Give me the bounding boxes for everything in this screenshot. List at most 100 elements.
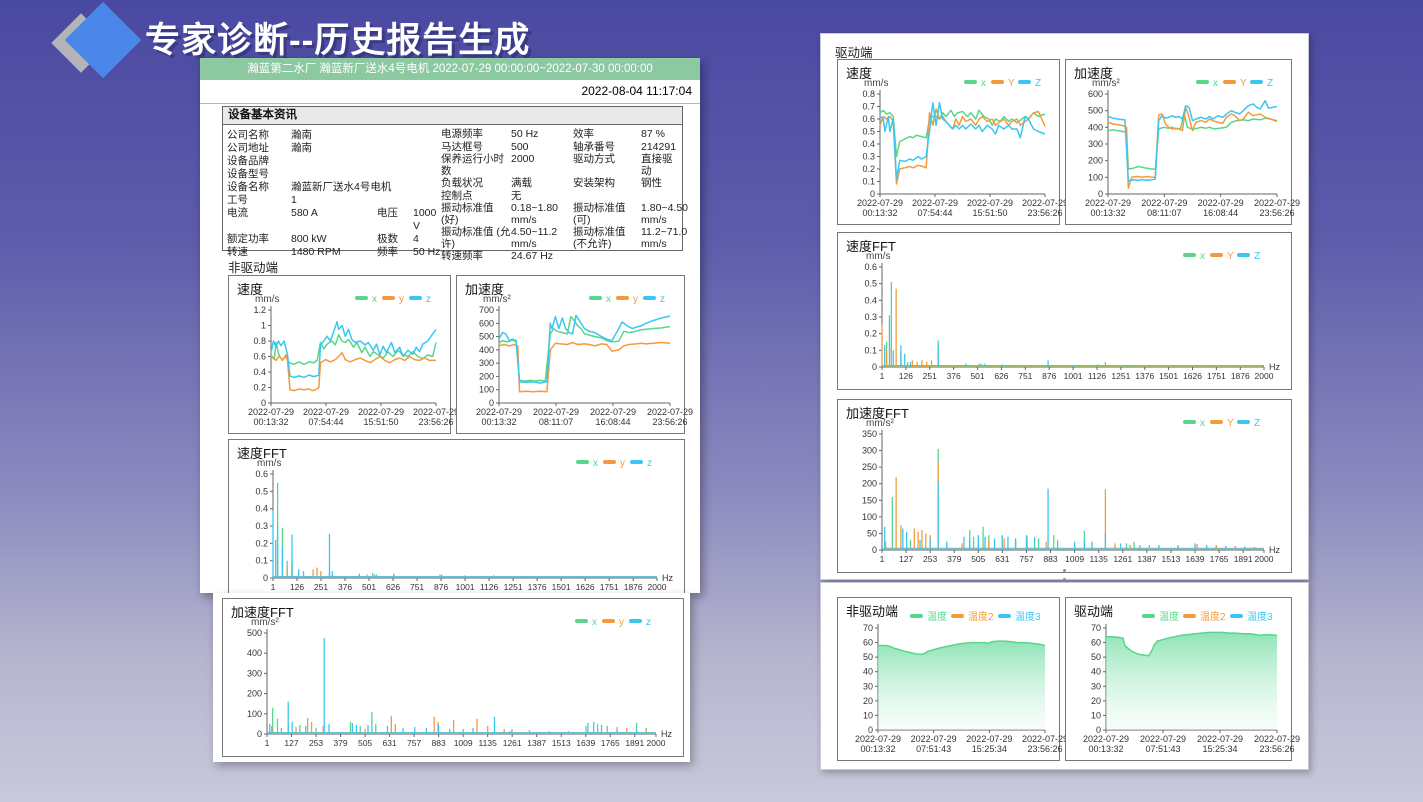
- svg-text:mm/s: mm/s: [864, 78, 888, 89]
- svg-text:505: 505: [971, 554, 985, 564]
- svg-text:2000: 2000: [648, 582, 667, 592]
- chart-box-nde-acceleration: 加速度 0 100 200 300 400 500 600 700 2022-07-29 00:1…: [456, 275, 693, 434]
- svg-text:631: 631: [383, 738, 397, 748]
- svg-text:500: 500: [479, 332, 494, 342]
- chart-box-de-temperature: 驱动端 0 10 20 30 40 50 60 70 2022-07-29 00:13:32 202…: [1065, 597, 1300, 761]
- info-value: 瀚南: [291, 129, 312, 141]
- nde-velocity-chart: 0 0.2 0.4 0.6 0.8 1 1.2 2022-07-29 00:13:32 2022-…: [229, 276, 459, 433]
- svg-text:751: 751: [1018, 371, 1032, 381]
- svg-text:2000: 2000: [647, 738, 666, 748]
- svg-text:1: 1: [265, 738, 270, 748]
- de-velocity-chart: 0 0.1 0.2 0.3 0.4 0.5 0.6 0.7 0.8 2022-07-29 00:13…: [838, 60, 1068, 224]
- info-label: 额定功率: [227, 233, 269, 245]
- svg-text:x: x: [593, 458, 598, 469]
- svg-text:60: 60: [863, 638, 873, 648]
- svg-text:mm/s²: mm/s²: [483, 294, 511, 305]
- svg-text:1009: 1009: [454, 738, 473, 748]
- panel-grip[interactable]: [1062, 569, 1068, 582]
- svg-text:1001: 1001: [456, 582, 475, 592]
- svg-text:300: 300: [479, 358, 494, 368]
- svg-text:1: 1: [880, 371, 885, 381]
- diamond-logo-icon: [48, 1, 148, 80]
- svg-text:mm/s²: mm/s²: [251, 617, 279, 628]
- chart-title: 速度FFT: [846, 239, 896, 254]
- nde-acceleration-chart: 0 100 200 300 400 500 600 700 2022-07-29 00:13:32…: [457, 276, 693, 433]
- svg-text:x: x: [372, 294, 377, 305]
- chart-box-de-acceleration-fft: 加速度FFT 0 50 100 150 200 250 300 350 1 127 253 379 50…: [837, 399, 1292, 573]
- info-label: 设备型号: [227, 168, 269, 180]
- svg-text:751: 751: [410, 582, 424, 592]
- report-header-bar: 瀚蓝第二水厂 瀚蓝新厂送水4号电机 2022-07-29 00:00:00~20…: [200, 58, 700, 80]
- svg-text:Y: Y: [1227, 418, 1234, 429]
- svg-text:70: 70: [1091, 623, 1101, 633]
- svg-text:0: 0: [870, 189, 875, 199]
- info-value: 50 Hz: [511, 128, 539, 140]
- info-value: 瀚南: [291, 142, 312, 154]
- svg-text:y: y: [620, 458, 625, 469]
- svg-text:0.6: 0.6: [253, 352, 266, 362]
- chart-title: 加速度: [1074, 66, 1114, 81]
- svg-text:1639: 1639: [576, 738, 595, 748]
- svg-text:1251: 1251: [1111, 371, 1130, 381]
- info-value: 1480 RPM: [291, 246, 341, 258]
- info-value: 2000: [511, 153, 535, 165]
- info-label: 转速: [227, 246, 248, 258]
- chart-box-nde-temperature: 非驱动端 0 10 20 30 40 50 60 70 2022-07-29 00:13:32 20…: [837, 597, 1068, 761]
- svg-text:379: 379: [333, 738, 347, 748]
- drive-end-panel: 驱动端 速度 0 0.1 0.2 0.3 0.4 0.5 0.6 0.7 0.8 2022-07-…: [820, 33, 1309, 580]
- info-value: 0.18~1.80 mm/s: [511, 202, 559, 226]
- info-table-body: 公司名称 瀚南 公司地址 瀚南 设备品牌 设备型号 设备名称 瀚蓝新厂送水4号电机 工号 1 电流 5…: [223, 125, 688, 264]
- svg-text:400: 400: [479, 345, 494, 355]
- info-value: 直接驱动: [641, 153, 673, 177]
- svg-text:376: 376: [947, 371, 961, 381]
- svg-text:0: 0: [489, 398, 494, 408]
- info-value: 无: [511, 189, 522, 202]
- svg-text:0: 0: [1096, 725, 1101, 735]
- svg-text:温度2: 温度2: [968, 610, 994, 623]
- svg-text:200: 200: [1088, 156, 1103, 166]
- slide-title: 专家诊断--历史报告生成: [145, 21, 531, 60]
- svg-text:1639: 1639: [1186, 554, 1205, 564]
- info-value: 1: [291, 194, 297, 206]
- svg-text:631: 631: [995, 554, 1009, 564]
- svg-text:600: 600: [1088, 89, 1103, 99]
- svg-text:温度: 温度: [927, 610, 947, 623]
- svg-text:0: 0: [872, 545, 877, 555]
- svg-text:100: 100: [247, 709, 262, 719]
- svg-text:mm/s²: mm/s²: [1092, 78, 1120, 89]
- svg-text:626: 626: [994, 371, 1008, 381]
- svg-text:Hz: Hz: [661, 729, 672, 739]
- svg-text:1135: 1135: [1090, 554, 1109, 564]
- info-value: 瀚蓝新厂送水4号电机: [291, 181, 392, 193]
- svg-text:0: 0: [257, 729, 262, 739]
- info-value: 钢性: [641, 177, 662, 189]
- svg-text:300: 300: [1088, 139, 1103, 149]
- info-value: 50 Hz: [413, 246, 441, 258]
- svg-text:0.2: 0.2: [864, 329, 877, 339]
- svg-text:300: 300: [862, 446, 877, 456]
- svg-text:376: 376: [338, 582, 352, 592]
- svg-text:1626: 1626: [576, 582, 595, 592]
- svg-text:400: 400: [247, 648, 262, 658]
- svg-text:0: 0: [263, 573, 268, 583]
- chart-title: 驱动端: [1074, 604, 1114, 619]
- svg-text:0.8: 0.8: [253, 336, 266, 346]
- svg-text:z: z: [426, 294, 431, 305]
- nde-acceleration-fft-chart: 0 100 200 300 400 500 1 127 253 379 505 631 757 883 10…: [223, 599, 683, 756]
- info-value: 1.80~4.50 mm/s: [641, 202, 689, 226]
- svg-text:1.2: 1.2: [253, 305, 266, 315]
- svg-text:0.4: 0.4: [862, 139, 875, 149]
- svg-text:Z: Z: [1267, 78, 1273, 89]
- svg-text:40: 40: [863, 667, 873, 677]
- svg-text:温度2: 温度2: [1200, 610, 1226, 623]
- chart-title: 加速度FFT: [231, 605, 294, 620]
- svg-text:0.6: 0.6: [255, 469, 268, 479]
- info-label: 公司地址: [227, 142, 269, 154]
